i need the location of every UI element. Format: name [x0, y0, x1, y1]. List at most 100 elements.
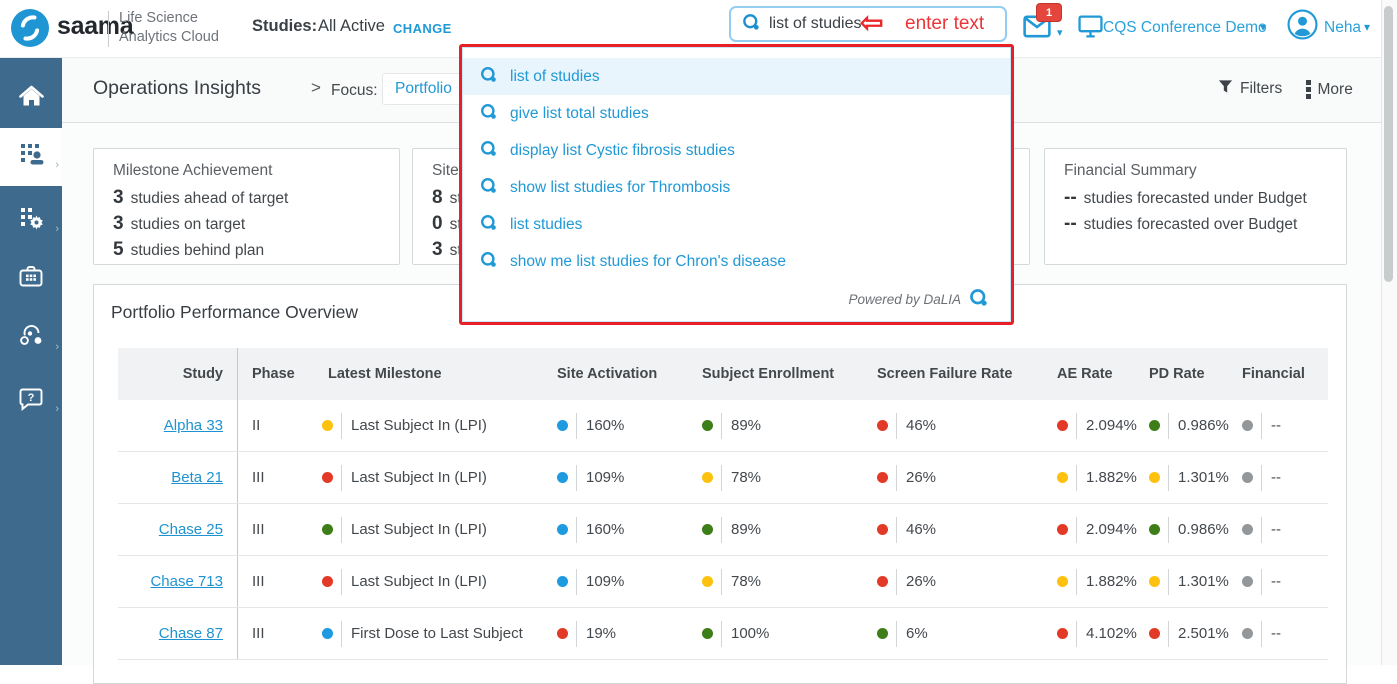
- pd-rate-cell: 1.301%: [1143, 452, 1236, 503]
- page-title: Operations Insights: [93, 77, 262, 99]
- metric-value: Last Subject In (LPI): [351, 469, 487, 486]
- metric-value: 1.301%: [1178, 573, 1229, 590]
- panel-title: Portfolio Performance Overview: [111, 302, 359, 322]
- metric-value: 160%: [586, 417, 625, 434]
- status-dot: [1057, 524, 1068, 535]
- study-link[interactable]: Chase 87: [158, 625, 223, 642]
- metric-value: Last Subject In (LPI): [351, 417, 487, 434]
- workspace-switcher-button[interactable]: [1078, 15, 1103, 43]
- suggestion-item[interactable]: display list Cystic fibrosis studies: [463, 132, 1010, 169]
- portfolio-panel: Portfolio Performance Overview Study Phas…: [93, 284, 1347, 684]
- screen-failure-rate-cell: 6%: [871, 608, 1051, 659]
- table-row: Chase 713 III Last Subject In (LPI) 109% 78%…: [118, 556, 1328, 608]
- milestone-cell: Last Subject In (LPI): [316, 504, 551, 555]
- phase-value: III: [252, 625, 265, 642]
- cell-divider: [1261, 464, 1262, 491]
- card-metric-line: 3 studies on target: [113, 213, 246, 234]
- cell-divider: [1168, 568, 1169, 595]
- sidebar-item-collaboration[interactable]: ›: [0, 310, 62, 368]
- financial-cell: --: [1236, 608, 1328, 659]
- brand-divider: [108, 11, 109, 47]
- cell-divider: [576, 516, 577, 543]
- card-metric-line: -- studies forecasted under Budget: [1064, 187, 1307, 208]
- monitor-icon: [1078, 15, 1103, 42]
- metric-value: 46%: [906, 521, 937, 538]
- status-dot: [322, 420, 333, 431]
- subject-enrollment-cell: 89%: [696, 504, 871, 555]
- status-dot: [702, 628, 713, 639]
- chevron-right-icon: ›: [55, 159, 59, 171]
- metric-value: 1.882%: [1086, 573, 1137, 590]
- sidebar-item-help[interactable]: ? ›: [0, 372, 62, 430]
- status-dot: [557, 420, 568, 431]
- dalia-q-icon: [480, 66, 497, 88]
- screen-failure-rate-cell: 26%: [871, 452, 1051, 503]
- study-cell: Chase 25: [118, 504, 238, 555]
- sidebar-item-operations-insights[interactable]: ›: [0, 128, 62, 186]
- screen-failure-rate-cell: 46%: [871, 400, 1051, 451]
- metric-value: 4.102%: [1086, 625, 1137, 642]
- card-metric-line: -- studies forecasted over Budget: [1064, 213, 1298, 234]
- user-name[interactable]: Neha: [1324, 19, 1362, 36]
- cell-divider: [1261, 516, 1262, 543]
- study-link[interactable]: Alpha 33: [163, 417, 223, 434]
- metric-value: 89%: [731, 521, 762, 538]
- study-link[interactable]: Chase 713: [150, 573, 223, 590]
- more-button[interactable]: More: [1306, 79, 1353, 100]
- ae-rate-cell: 1.882%: [1051, 556, 1143, 607]
- column-header: Phase: [252, 366, 295, 382]
- left-arrow-annotation-icon: ⇦: [860, 7, 884, 38]
- filters-button[interactable]: Filters: [1218, 79, 1282, 99]
- dalia-q-icon: [480, 177, 497, 199]
- financial-cell: --: [1236, 556, 1328, 607]
- ae-rate-cell: 1.882%: [1051, 452, 1143, 503]
- sidebar-item-study-kit[interactable]: [0, 250, 62, 308]
- ae-rate-cell: 4.102%: [1051, 608, 1143, 659]
- chevron-down-icon: ▾: [1260, 20, 1267, 34]
- card-metric-line: 5 studies behind plan: [113, 239, 265, 260]
- status-dot: [1149, 420, 1160, 431]
- breadcrumb-separator: >: [311, 78, 321, 97]
- suggestion-item[interactable]: list studies: [463, 206, 1010, 243]
- phase-cell: III: [238, 452, 316, 503]
- study-link[interactable]: Beta 21: [171, 469, 223, 486]
- status-dot: [557, 628, 568, 639]
- metric-value: 0.986%: [1178, 417, 1229, 434]
- sidebar-item-analytics[interactable]: ›: [0, 192, 62, 250]
- suggestion-item[interactable]: give list total studies: [463, 95, 1010, 132]
- collaboration-icon: [18, 323, 45, 355]
- suggestion-item[interactable]: list of studies: [463, 58, 1010, 95]
- workspace-name[interactable]: CQS Conference Demo: [1103, 19, 1267, 36]
- search-query-text: list of studies: [769, 15, 862, 32]
- metric-value: 2.501%: [1178, 625, 1229, 642]
- scrollbar-thumb[interactable]: [1384, 6, 1393, 282]
- metric-value: 160%: [586, 521, 625, 538]
- sidebar-item-home[interactable]: [0, 70, 62, 128]
- cell-divider: [896, 620, 897, 647]
- phase-cell: III: [238, 504, 316, 555]
- metric-value: 26%: [906, 469, 937, 486]
- metric-value: 109%: [586, 573, 625, 590]
- pd-rate-cell: 1.301%: [1143, 556, 1236, 607]
- status-dot: [322, 628, 333, 639]
- status-dot: [702, 420, 713, 431]
- financial-cell: --: [1236, 452, 1328, 503]
- dalia-q-icon: [480, 251, 497, 273]
- phase-cell: II: [238, 400, 316, 451]
- metric-value: --: [1271, 521, 1281, 538]
- chevron-right-icon: ›: [55, 403, 59, 415]
- user-menu-button[interactable]: [1287, 9, 1318, 45]
- change-studies-button[interactable]: CHANGE: [393, 21, 452, 36]
- study-link[interactable]: Chase 25: [158, 521, 223, 538]
- avatar-icon: [1287, 9, 1318, 44]
- dalia-search-input[interactable]: list of studies: [729, 6, 1007, 42]
- status-dot: [877, 628, 888, 639]
- more-dots-icon: [1306, 79, 1311, 100]
- status-dot: [702, 472, 713, 483]
- metric-value: Last Subject In (LPI): [351, 573, 487, 590]
- phase-value: III: [252, 573, 265, 590]
- status-dot: [877, 472, 888, 483]
- suggestion-item[interactable]: show list studies for Thrombosis: [463, 169, 1010, 206]
- brand-name: saama: [57, 12, 134, 40]
- suggestion-item[interactable]: show me list studies for Chron's disease: [463, 243, 1010, 280]
